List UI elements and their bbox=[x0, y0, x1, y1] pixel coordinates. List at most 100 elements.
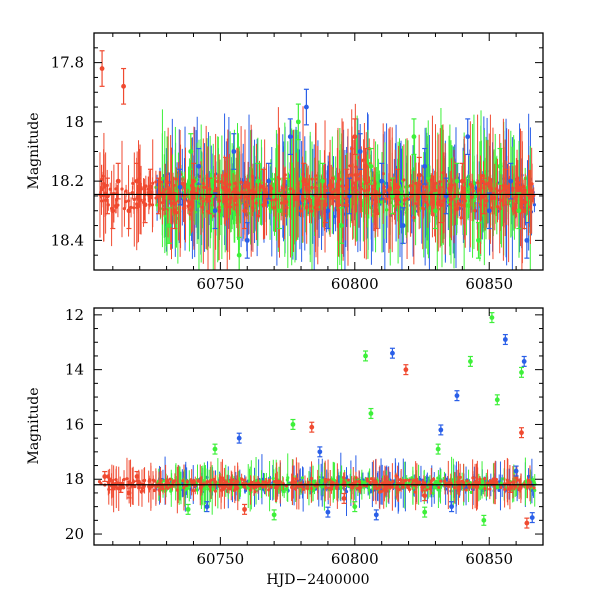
noise-point bbox=[131, 181, 135, 186]
data-point bbox=[476, 237, 481, 243]
data-point bbox=[277, 208, 282, 214]
data-point bbox=[320, 178, 325, 184]
noise-point bbox=[341, 189, 345, 193]
noise-point bbox=[164, 179, 169, 184]
noise-point bbox=[122, 207, 127, 211]
noise-point bbox=[461, 203, 466, 207]
noise-point bbox=[362, 189, 367, 193]
noise-point bbox=[528, 205, 533, 209]
noise-point bbox=[249, 189, 253, 193]
noise-point bbox=[162, 200, 166, 204]
noise-point bbox=[114, 187, 118, 191]
data-point bbox=[373, 208, 379, 214]
data-point bbox=[301, 178, 307, 184]
noise-point bbox=[233, 187, 237, 191]
data-point bbox=[486, 208, 492, 214]
noise-point bbox=[273, 198, 278, 202]
noise-point bbox=[470, 195, 474, 199]
noise-point bbox=[448, 202, 452, 206]
noise-point bbox=[518, 185, 523, 189]
noise-point bbox=[399, 202, 403, 206]
plot-area bbox=[97, 312, 537, 529]
noise-point bbox=[530, 182, 534, 186]
noise-point bbox=[450, 183, 454, 187]
noise-point bbox=[332, 189, 336, 194]
data-point bbox=[126, 208, 132, 214]
noise-point bbox=[457, 202, 461, 206]
noise-point bbox=[454, 207, 458, 211]
data-point bbox=[368, 163, 374, 169]
noise-point bbox=[201, 199, 205, 203]
noise-point bbox=[124, 189, 128, 193]
data-point bbox=[99, 66, 105, 71]
noise-point bbox=[129, 205, 133, 209]
data-point bbox=[502, 184, 508, 190]
noise-point bbox=[228, 182, 232, 187]
data-point bbox=[188, 149, 194, 154]
noise-point bbox=[498, 207, 502, 211]
data-point bbox=[287, 134, 293, 140]
noise-point bbox=[245, 486, 249, 490]
noise-point bbox=[371, 487, 375, 491]
noise-point bbox=[331, 176, 335, 180]
noise-point bbox=[309, 204, 313, 208]
noise-point bbox=[434, 188, 438, 192]
data-point bbox=[338, 223, 344, 228]
noise-point bbox=[334, 196, 338, 200]
data-point bbox=[508, 178, 514, 184]
noise-point bbox=[383, 189, 387, 194]
noise-point bbox=[381, 172, 385, 176]
noise-point bbox=[417, 195, 421, 200]
data-point bbox=[379, 178, 385, 184]
noise-point bbox=[422, 207, 426, 211]
noise-point bbox=[472, 180, 476, 184]
noise-point bbox=[231, 190, 235, 194]
noise-point bbox=[232, 199, 237, 203]
noise-point bbox=[298, 177, 302, 181]
noise-point bbox=[348, 164, 352, 168]
noise-point bbox=[166, 191, 170, 195]
noise-point bbox=[318, 195, 322, 200]
noise-point bbox=[114, 204, 118, 208]
noise-point bbox=[484, 199, 489, 203]
noise-point bbox=[524, 200, 528, 204]
x-tick-label: 60850 bbox=[465, 275, 513, 293]
noise-point bbox=[228, 205, 233, 209]
plot-area bbox=[98, 50, 537, 270]
noise-point bbox=[276, 175, 280, 179]
noise-point bbox=[516, 188, 520, 192]
data-point bbox=[244, 237, 250, 243]
noise-point bbox=[459, 216, 463, 220]
data-point bbox=[438, 202, 444, 208]
data-point bbox=[295, 119, 301, 125]
y-tick-label: 18 bbox=[65, 113, 84, 131]
noise-point bbox=[247, 211, 251, 215]
noise-point bbox=[520, 200, 524, 204]
data-point bbox=[121, 83, 126, 89]
noise-point bbox=[497, 488, 501, 492]
data-point bbox=[322, 202, 328, 208]
noise-point bbox=[189, 183, 194, 188]
noise-point bbox=[172, 183, 176, 188]
noise-point bbox=[229, 196, 233, 200]
noise-point bbox=[329, 185, 334, 189]
data-point bbox=[191, 178, 196, 184]
noise-point bbox=[100, 199, 104, 203]
noise-point bbox=[206, 209, 210, 213]
data-point bbox=[416, 172, 422, 178]
x-tick-label: 60800 bbox=[331, 275, 379, 293]
noise-point bbox=[425, 200, 429, 205]
data-point bbox=[344, 184, 350, 190]
noise-point bbox=[174, 177, 178, 181]
noise-point bbox=[199, 196, 203, 200]
noise-point bbox=[216, 187, 220, 191]
noise-point bbox=[421, 195, 425, 199]
series-2 bbox=[99, 50, 527, 230]
noise-point bbox=[430, 174, 435, 179]
data-point bbox=[115, 178, 121, 184]
noise-point bbox=[163, 187, 167, 192]
y-tick-label: 17.8 bbox=[51, 54, 84, 72]
noise-point bbox=[186, 204, 190, 208]
data-point bbox=[516, 208, 522, 214]
data-point bbox=[142, 202, 148, 208]
